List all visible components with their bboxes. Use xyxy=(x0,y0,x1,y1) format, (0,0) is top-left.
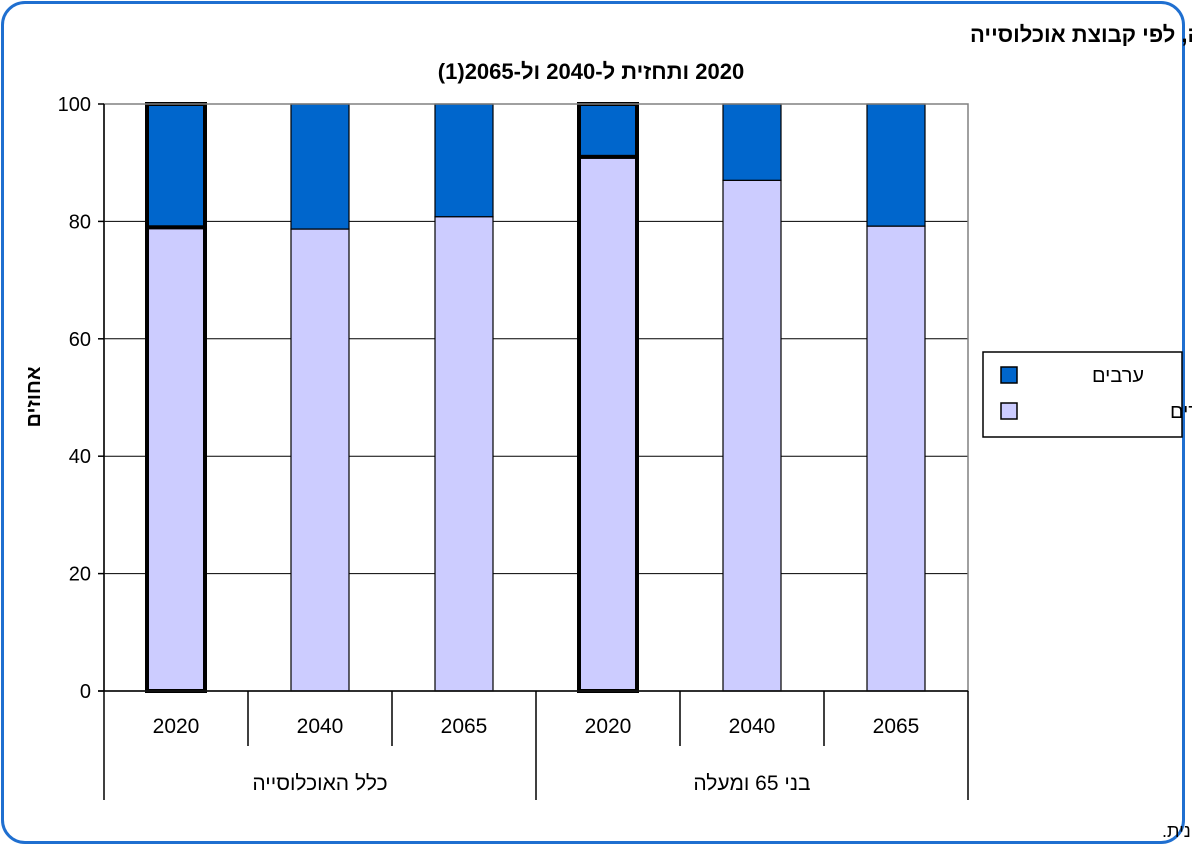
bar-segment-arabs xyxy=(434,103,494,218)
chart-title: .9 סך כל האוכלוסייה ובני 65 ומעלה, לפי ק… xyxy=(970,22,1192,47)
bar-segment-jews-others xyxy=(577,154,639,693)
legend-label-arabs: ערבים xyxy=(1092,365,1144,387)
footnote: (1) לפי חלופה בינונית. xyxy=(1162,821,1192,841)
x-category-labels: 2020 2040 2065 2020 2040 2065 כלל האוכלוסייה בנ… xyxy=(153,715,920,795)
legend-swatch-arabs xyxy=(1000,366,1018,384)
y-tick-label: 0 xyxy=(80,681,91,703)
legend-label-jews: יהודים ואחרים xyxy=(1170,401,1192,423)
bar-segment-arabs xyxy=(577,102,639,159)
bars xyxy=(145,102,926,694)
x-group-label: כלל האוכלוסייה xyxy=(252,772,387,795)
x-category-label: 2040 xyxy=(297,715,344,738)
bar-segment-arabs xyxy=(290,103,350,230)
bar-segment-arabs xyxy=(866,103,926,227)
bar-segment-arabs xyxy=(722,103,782,181)
x-group-label: בני 65 ומעלה xyxy=(693,772,810,795)
y-tick-labels: 0 20 40 60 80 100 xyxy=(58,94,91,703)
y-tick-label: 60 xyxy=(69,329,91,351)
bar-segment-jews-others xyxy=(434,216,494,692)
legend-swatch-jews xyxy=(1000,402,1018,420)
axes xyxy=(98,103,969,800)
bar-segment-arabs xyxy=(145,102,207,230)
x-category-label: 2065 xyxy=(873,715,920,738)
chart-subtitle: 2020 ותחזית ל-2040 ול-2065(1) xyxy=(438,59,744,84)
y-axis-label: אחוזים xyxy=(23,366,45,427)
bar-segment-jews-others xyxy=(290,228,350,692)
bar-segment-jews-others xyxy=(722,179,782,692)
y-tick-label: 100 xyxy=(58,94,91,116)
x-category-label: 2020 xyxy=(585,715,632,738)
plot-area xyxy=(104,104,968,691)
legend: ערבים יהודים ואחרים xyxy=(982,351,1192,438)
y-tick-label: 20 xyxy=(69,564,91,586)
bar-segment-jews-others xyxy=(866,225,926,692)
bar-segment-jews-others xyxy=(145,225,207,694)
legend-box xyxy=(982,351,1183,438)
x-category-label: 2020 xyxy=(153,715,200,738)
x-category-label: 2040 xyxy=(729,715,776,738)
y-tick-label: 40 xyxy=(69,446,91,468)
x-category-label: 2065 xyxy=(441,715,488,738)
y-tick-label: 80 xyxy=(69,211,91,233)
